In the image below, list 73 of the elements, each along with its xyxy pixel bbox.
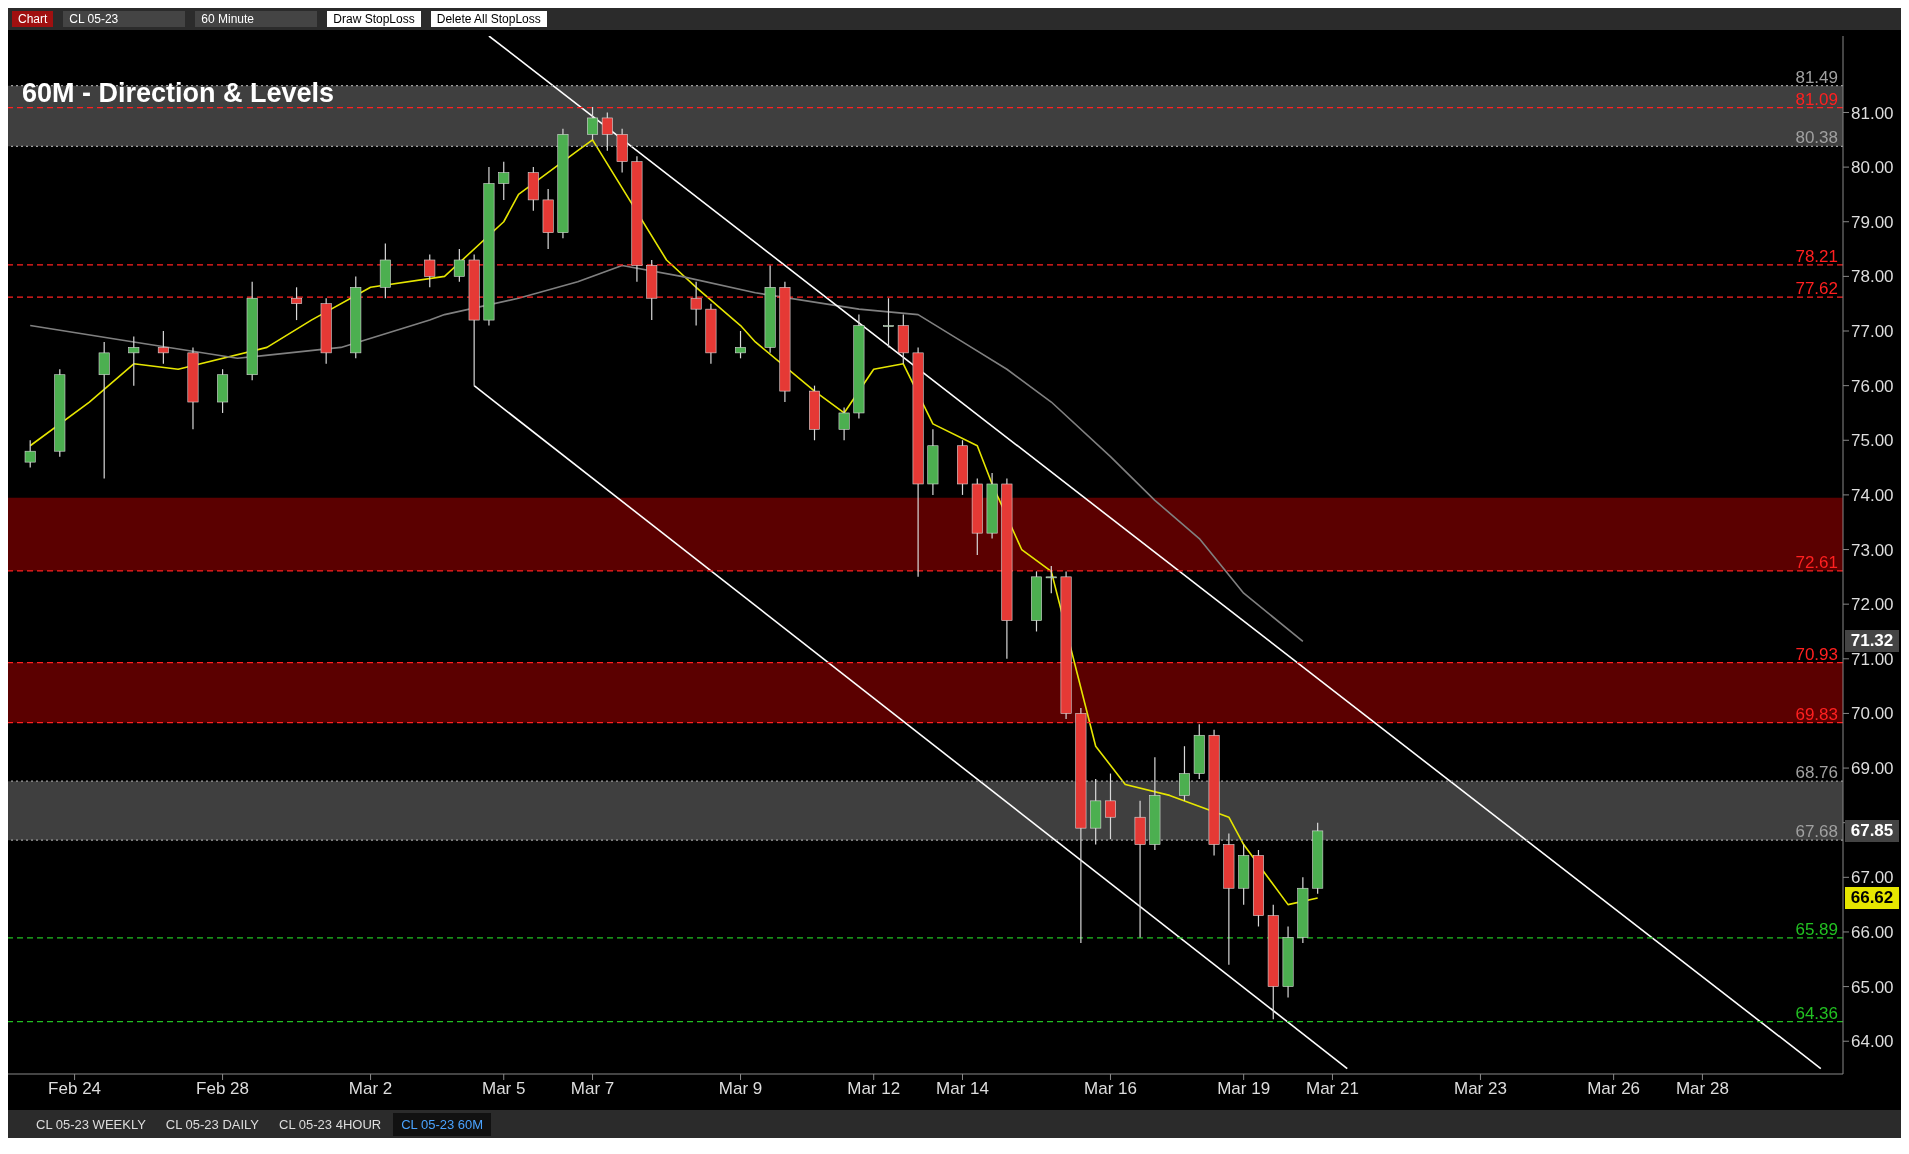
x-tick-label: Mar 23 (1453, 1079, 1507, 1099)
y-tick-label: 74.00 (1851, 485, 1894, 505)
line-series (29, 264, 1304, 643)
y-tick-label: 76.00 (1851, 376, 1894, 396)
text: 60M - Direction & Levels (22, 78, 335, 109)
ref-line-label: 67.68 (1795, 822, 1838, 842)
y-tick-label: 77.00 (1851, 322, 1894, 342)
x-tick-label: Feb 24 (48, 1079, 102, 1099)
candlestick (24, 439, 36, 469)
x-tick-label: Mar 2 (348, 1079, 393, 1099)
y-tick-label: 65.00 (1851, 977, 1894, 997)
candlestick (1105, 772, 1116, 840)
ref-line-label: 78.21 (1795, 246, 1838, 266)
text: 66.62 (1845, 887, 1899, 910)
text: CL 05-23 4HOUR (278, 1115, 383, 1134)
x-tick-label: Mar 19 (1217, 1079, 1271, 1099)
text: CL 05-23 60M (393, 1112, 492, 1136)
y-tick-label: 78.00 (1851, 267, 1894, 287)
text: 71.32 (1845, 630, 1899, 653)
x-tick-label: Mar 14 (936, 1079, 989, 1099)
ref-line-label: 80.38 (1795, 128, 1838, 148)
y-tick-label: 66.00 (1851, 922, 1894, 942)
candlestick (883, 297, 894, 348)
candlestick (291, 286, 303, 321)
candlestick (587, 106, 599, 141)
ref-line-label: 64.36 (1795, 1003, 1838, 1023)
candlestick (601, 111, 613, 152)
y-tick-label: 64.00 (1851, 1032, 1894, 1052)
candlestick (453, 248, 465, 283)
candlestick (498, 161, 510, 201)
x-tick-label: Feb 28 (196, 1079, 250, 1099)
candlestick (690, 281, 702, 327)
ref-line-label: 68.76 (1795, 763, 1838, 783)
ref-line-label: 69.83 (1795, 704, 1838, 724)
text: 60 Minute (195, 11, 318, 27)
x-tick-label: Mar 12 (847, 1079, 901, 1099)
x-tick-label: Mar 5 (482, 1079, 526, 1099)
text: CL 05-23 WEEKLY (35, 1115, 147, 1134)
x-tick-label: Mar 21 (1305, 1079, 1359, 1099)
ref-line-label: 72.61 (1795, 552, 1838, 572)
candlestick (1045, 565, 1057, 594)
candlestick (128, 335, 140, 387)
y-tick-label: 73.00 (1851, 540, 1894, 560)
text: CL 05-23 DAILY (164, 1115, 261, 1134)
y-tick-label: 70.00 (1851, 704, 1894, 724)
text: Draw StopLoss (327, 11, 421, 27)
y-tick-label: 81.00 (1851, 103, 1894, 123)
text: 67.85 (1845, 819, 1899, 842)
x-tick-label: Mar 7 (570, 1079, 615, 1099)
candlestick (838, 406, 850, 441)
text: Delete All StopLoss (430, 11, 547, 27)
ref-line-label: 77.62 (1795, 279, 1838, 299)
text: CL 05-23 (63, 11, 186, 27)
x-tick-label: Mar 9 (718, 1079, 763, 1099)
y-tick-label: 80.00 (1851, 158, 1894, 178)
text: Chart (12, 11, 54, 27)
candlestick (735, 330, 746, 359)
ref-line-label: 70.93 (1795, 644, 1838, 664)
y-tick-label: 67.00 (1851, 868, 1894, 888)
candlestick (424, 253, 436, 288)
candlestick (157, 330, 169, 365)
candlestick (98, 341, 110, 480)
ref-line-label: 81.09 (1795, 89, 1838, 109)
y-tick-label: 79.00 (1851, 212, 1894, 232)
y-tick-label: 75.00 (1851, 431, 1894, 451)
candlestick (1178, 745, 1190, 802)
ref-line-label: 65.89 (1795, 919, 1838, 939)
y-tick-label: 72.00 (1851, 595, 1894, 615)
ref-line-label: 81.49 (1795, 67, 1838, 87)
x-tick-label: Mar 28 (1675, 1079, 1729, 1099)
x-tick-label: Mar 16 (1084, 1079, 1137, 1099)
x-tick-label: Mar 26 (1587, 1079, 1641, 1099)
y-tick-label: 69.00 (1851, 759, 1894, 779)
